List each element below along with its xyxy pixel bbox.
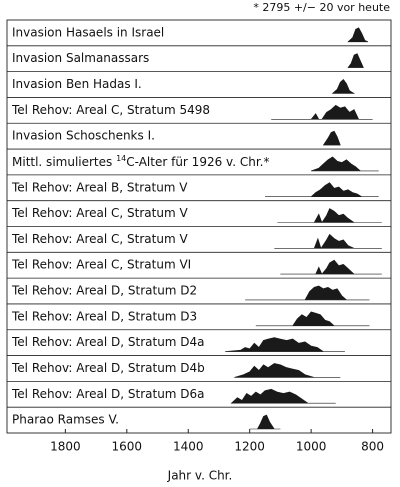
row-label-part: C-Alter für 1926 v. Chr.* [126,154,269,168]
distribution [255,311,370,327]
distribution [245,285,370,301]
row-label: Mittl. simuliertes 14C-Alter für 1926 v.… [12,153,269,168]
distribution [280,259,382,275]
distribution [230,388,336,404]
row-label: Pharao Ramses V. [12,413,119,427]
distribution [322,130,341,146]
distribution [265,182,379,197]
row-label: Tel Rehov: Areal C, Stratum 5498 [11,103,210,117]
row-label: Tel Rehov: Areal D, Stratum D4b [11,361,205,375]
row-label: Tel Rehov: Areal C, Stratum V [11,206,188,220]
footnote: * 2795 +/− 20 vor heute [253,1,390,14]
distribution [347,27,369,43]
distribution [277,208,382,224]
distribution [347,53,364,68]
row-label: Invasion Salmanassars [12,51,149,65]
x-tick-label: 1400 [173,440,204,454]
row-label: Tel Rehov: Areal D, Stratum D4a [11,335,205,349]
x-tick-label: 1200 [234,440,265,454]
row-label-part: Mittl. simuliertes [12,154,116,168]
x-tick-label: 1000 [296,440,327,454]
row-label: Tel Rehov: Areal D, Stratum D6a [11,387,205,401]
distribution [331,78,356,94]
x-tick-label: 800 [361,440,384,454]
distribution [310,156,379,172]
row-label: Tel Rehov: Areal C, Stratum V [11,232,188,246]
row-label: Invasion Schoschenks I. [12,129,155,143]
distribution [271,104,373,120]
x-tick-label: 1800 [50,440,81,454]
distribution [274,233,382,249]
row-label: Invasion Ben Hadas I. [12,77,142,91]
x-axis-label: Jahr v. Chr. [167,469,233,483]
row-label-part: 14 [116,153,126,162]
row-label: Invasion Hasaels in Israel [12,25,164,39]
distribution [225,337,345,352]
row-label: Tel Rehov: Areal C, Stratum VI [11,258,191,272]
x-tick-label: 1600 [112,440,143,454]
distribution [234,363,341,378]
row-label: Tel Rehov: Areal D, Stratum D3 [11,309,197,323]
distribution [249,414,281,430]
row-label: Tel Rehov: Areal D, Stratum D2 [11,284,197,298]
row-label: Tel Rehov: Areal B, Stratum V [11,180,188,194]
